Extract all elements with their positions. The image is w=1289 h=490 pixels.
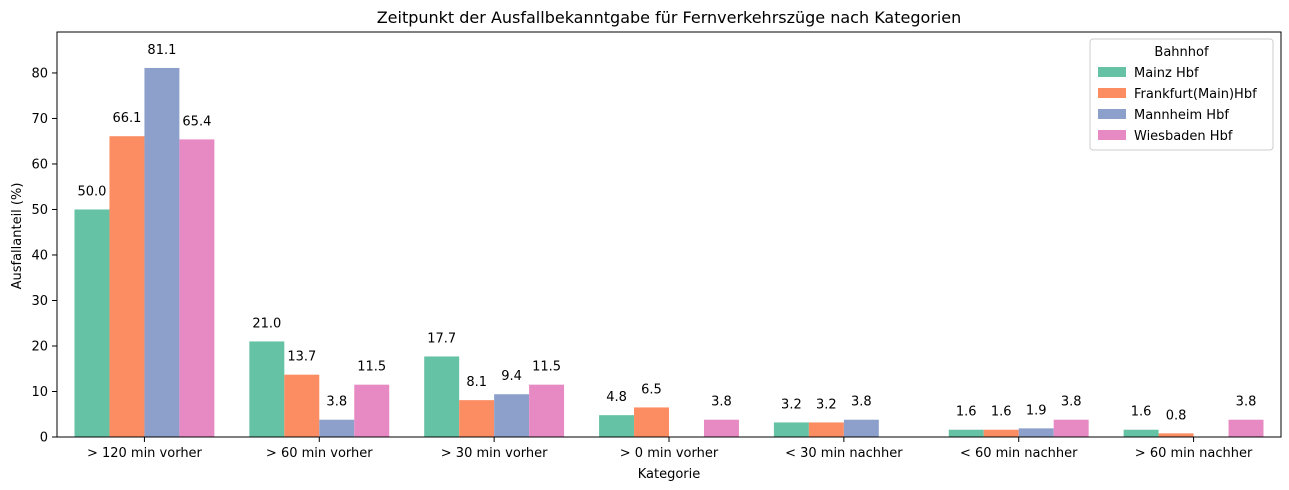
bar xyxy=(529,384,565,437)
data-label: 1.6 xyxy=(1131,405,1152,420)
legend-label: Wiesbaden Hbf xyxy=(1134,129,1233,144)
data-label: 3.8 xyxy=(711,395,732,410)
data-label: 21.0 xyxy=(252,316,281,331)
bar xyxy=(354,384,390,437)
data-label: 1.9 xyxy=(1026,403,1047,418)
y-tick-label: 50 xyxy=(31,203,48,218)
bar xyxy=(179,139,215,437)
x-tick-label: < 60 min nachher xyxy=(960,446,1078,461)
data-label: 66.1 xyxy=(112,111,141,126)
data-label: 1.6 xyxy=(956,405,977,420)
y-tick-label: 0 xyxy=(40,431,48,446)
data-label: 3.8 xyxy=(326,395,347,410)
bar xyxy=(703,419,739,437)
bar xyxy=(634,407,669,437)
legend-swatch xyxy=(1098,67,1126,77)
y-axis: 0 10 20 30 40 50 60 70 80 xyxy=(31,66,57,446)
y-tick-label: 70 xyxy=(31,112,48,127)
bar xyxy=(599,415,635,437)
legend-label: Mainz Hbf xyxy=(1134,66,1199,81)
bar xyxy=(1053,419,1089,437)
bar xyxy=(983,429,1019,437)
data-label: 4.8 xyxy=(606,390,627,405)
bar xyxy=(843,419,879,437)
y-tick-label: 40 xyxy=(31,248,48,263)
bar xyxy=(1018,428,1054,437)
data-label: 17.7 xyxy=(427,331,456,346)
y-tick-label: 80 xyxy=(31,66,48,81)
bar xyxy=(144,67,180,437)
data-label: 1.6 xyxy=(991,405,1012,420)
x-axis-label: Kategorie xyxy=(638,467,701,482)
bar xyxy=(773,422,809,437)
y-axis-label: Ausfallanteil (%) xyxy=(10,183,25,290)
data-label: 8.1 xyxy=(466,375,487,390)
legend-swatch xyxy=(1098,88,1126,98)
legend: Bahnhof Mainz Hbf Frankfurt(Main)Hbf Mannhe… xyxy=(1089,38,1274,151)
legend-title: Bahnhof xyxy=(1154,45,1209,60)
plot-area: 50.0 66.1 81.1 65.4 21.0 13.7 3.8 11.5 17.7 8.1 9.… xyxy=(56,31,1282,438)
bar xyxy=(284,374,320,437)
data-label: 6.5 xyxy=(641,382,662,397)
data-label: 9.4 xyxy=(501,369,522,384)
x-tick-label: > 60 min nachher xyxy=(1135,446,1253,461)
bar xyxy=(1228,419,1264,437)
data-label: 11.5 xyxy=(357,360,386,375)
bar xyxy=(424,356,460,437)
bar xyxy=(1158,433,1194,437)
bar xyxy=(1123,429,1159,437)
y-tick-label: 10 xyxy=(31,385,48,400)
bar xyxy=(808,422,844,437)
bar xyxy=(494,394,530,437)
data-label: 65.4 xyxy=(182,114,211,129)
bar xyxy=(459,400,495,437)
x-axis: > 120 min vorher > 60 min vorher > 30 min … xyxy=(87,437,1253,461)
bar xyxy=(319,419,355,437)
bar xyxy=(74,209,110,437)
x-tick-label: > 0 min vorher xyxy=(620,446,719,461)
legend-label: Frankfurt(Main)Hbf xyxy=(1134,87,1257,102)
data-label: 3.8 xyxy=(851,395,872,410)
legend-box xyxy=(1089,38,1274,151)
x-tick-label: < 30 min nachher xyxy=(785,446,903,461)
bar xyxy=(249,341,285,437)
y-tick-label: 60 xyxy=(31,157,48,172)
data-label: 3.8 xyxy=(1061,395,1082,410)
x-tick-label: > 120 min vorher xyxy=(87,446,203,461)
data-label: 3.2 xyxy=(781,397,802,412)
bar xyxy=(109,136,145,437)
data-label: 3.8 xyxy=(1236,395,1257,410)
data-label: 13.7 xyxy=(287,350,316,365)
y-tick-label: 20 xyxy=(31,339,48,354)
data-label: 81.1 xyxy=(147,43,176,58)
data-label: 11.5 xyxy=(532,360,561,375)
legend-swatch xyxy=(1098,130,1126,140)
y-tick-label: 30 xyxy=(31,294,48,309)
legend-swatch xyxy=(1098,109,1126,119)
x-tick-label: > 60 min vorher xyxy=(266,446,373,461)
data-label: 0.8 xyxy=(1166,408,1187,423)
data-label: 3.2 xyxy=(816,397,837,412)
x-tick-label: > 30 min vorher xyxy=(441,446,548,461)
chart-title: Zeitpunkt der Ausfallbekanntgabe für Fer… xyxy=(377,8,962,27)
data-label: 50.0 xyxy=(77,184,106,199)
legend-label: Mannheim Hbf xyxy=(1134,108,1229,123)
bar xyxy=(948,429,984,437)
